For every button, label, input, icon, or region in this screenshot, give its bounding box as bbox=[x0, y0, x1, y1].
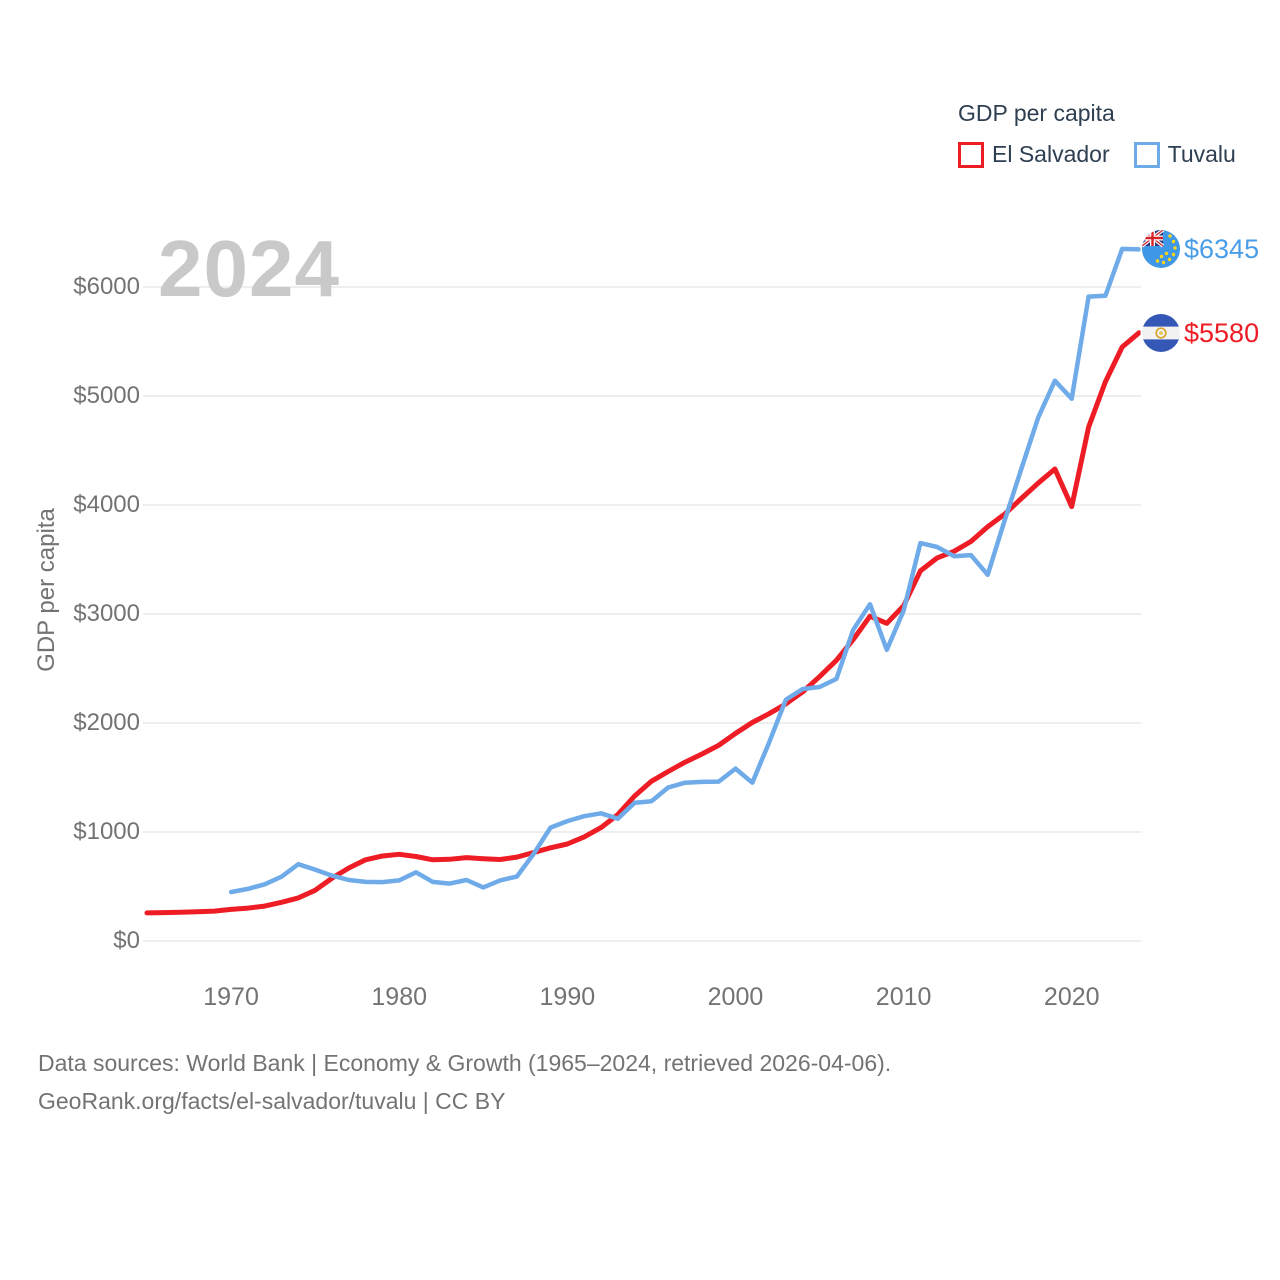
y-tick-label: $3000 bbox=[73, 600, 140, 627]
year-watermark: 2024 bbox=[158, 224, 340, 313]
x-tick-label: 2020 bbox=[1043, 983, 1100, 1011]
tuvalu-flag-icon bbox=[1139, 227, 1183, 271]
y-axis-title: GDP per capita bbox=[33, 508, 60, 672]
x-tick-label: 2000 bbox=[707, 983, 764, 1011]
tuvalu-swatch-icon bbox=[1133, 141, 1160, 168]
el-salvador-end-value-label: $5580 bbox=[1184, 317, 1260, 348]
legend-item-label: Tuvalu bbox=[1167, 141, 1236, 167]
legend-item-tuvalu[interactable]: Tuvalu bbox=[1133, 141, 1236, 168]
y-tick-label: $4000 bbox=[73, 491, 140, 518]
legend-item-el-salvador[interactable]: El Salvador bbox=[958, 141, 1110, 168]
data-sources-line: Data sources: World Bank | Economy & Gro… bbox=[38, 1050, 892, 1076]
y-tick-label: $6000 bbox=[73, 273, 140, 300]
legend: GDP per capita El Salvador Tuvalu bbox=[958, 99, 1236, 168]
legend-item-label: El Salvador bbox=[992, 141, 1110, 167]
y-tick-label: $1000 bbox=[73, 818, 140, 845]
x-tick-label: 1980 bbox=[371, 983, 428, 1011]
y-tick-label: $0 bbox=[113, 927, 140, 954]
footer: Data sources: World Bank | Economy & Gro… bbox=[38, 1044, 891, 1120]
y-tick-label: $5000 bbox=[73, 382, 140, 409]
y-tick-label: $2000 bbox=[73, 709, 140, 736]
x-tick-label: 1970 bbox=[203, 983, 259, 1011]
legend-row: El Salvador Tuvalu bbox=[958, 141, 1236, 168]
el-salvador-swatch-icon bbox=[958, 141, 984, 168]
tuvalu-end-value-label: $6345 bbox=[1184, 234, 1260, 265]
series-line-el-salvador[interactable] bbox=[144, 330, 1142, 916]
el-salvador-flag-icon bbox=[1139, 311, 1183, 355]
series-line-tuvalu[interactable] bbox=[228, 246, 1142, 895]
x-tick-label: 1990 bbox=[539, 983, 596, 1011]
x-tick-label: 2010 bbox=[875, 983, 932, 1011]
legend-title: GDP per capita bbox=[958, 100, 1115, 126]
attribution-line: GeoRank.org/facts/el-salvador/tuvalu | C… bbox=[38, 1088, 506, 1114]
